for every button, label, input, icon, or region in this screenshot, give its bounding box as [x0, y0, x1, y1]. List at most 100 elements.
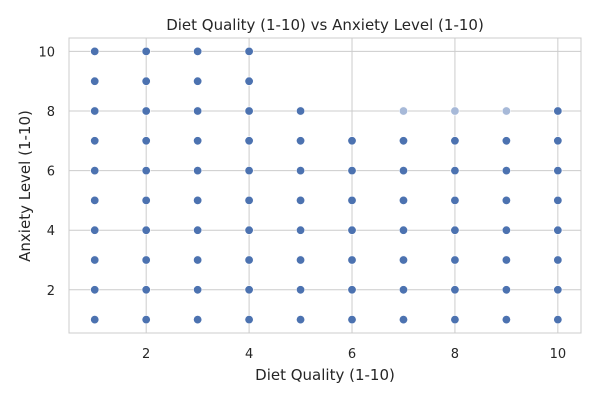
data-point: [451, 196, 459, 204]
data-point: [245, 196, 253, 204]
data-point: [451, 315, 459, 323]
data-point: [142, 107, 150, 115]
data-point: [193, 166, 201, 174]
data-point: [554, 107, 562, 115]
y-tick-label: 8: [47, 105, 55, 120]
data-point: [245, 47, 253, 55]
data-point: [193, 47, 201, 55]
data-point: [554, 286, 562, 294]
data-point: [348, 196, 356, 204]
x-tick-label: 4: [245, 347, 253, 362]
data-point: [296, 226, 304, 234]
data-point: [245, 256, 253, 264]
data-point: [91, 315, 99, 323]
data-point: [502, 137, 510, 145]
data-point: [451, 166, 459, 174]
y-tick-label: 10: [38, 45, 55, 60]
data-point: [142, 196, 150, 204]
x-tick-labels: 2 4 6 8 10: [142, 347, 566, 362]
data-point: [399, 256, 407, 264]
data-point: [245, 226, 253, 234]
data-point: [245, 107, 253, 115]
data-point: [91, 107, 99, 115]
data-point-faint: [502, 107, 510, 115]
data-point: [348, 256, 356, 264]
x-axis-label: Diet Quality (1-10): [255, 366, 395, 384]
data-point: [245, 315, 253, 323]
data-points: [91, 47, 563, 324]
data-point: [91, 256, 99, 264]
y-tick-label: 2: [47, 284, 55, 299]
data-point: [91, 196, 99, 204]
data-point: [399, 226, 407, 234]
data-point: [348, 286, 356, 294]
data-point: [296, 256, 304, 264]
data-point: [502, 166, 510, 174]
data-point: [451, 226, 459, 234]
data-point: [91, 286, 99, 294]
data-point: [193, 137, 201, 145]
data-point: [348, 166, 356, 174]
data-point: [399, 137, 407, 145]
data-point: [348, 226, 356, 234]
y-tick-label: 4: [47, 224, 55, 239]
data-point: [193, 315, 201, 323]
data-point: [142, 286, 150, 294]
data-point: [502, 286, 510, 294]
data-point: [245, 77, 253, 85]
data-point: [399, 166, 407, 174]
x-tick-label: 6: [348, 347, 356, 362]
data-point: [451, 137, 459, 145]
data-point: [142, 315, 150, 323]
data-point: [91, 137, 99, 145]
data-point: [142, 47, 150, 55]
data-point: [193, 256, 201, 264]
data-point: [554, 226, 562, 234]
data-point: [451, 256, 459, 264]
data-point: [91, 166, 99, 174]
data-point: [502, 226, 510, 234]
data-point: [91, 77, 99, 85]
data-point: [502, 256, 510, 264]
data-point: [451, 286, 459, 294]
y-axis-label: Anxiety Level (1-10): [16, 110, 34, 262]
x-tick-label: 10: [550, 347, 567, 362]
data-point: [554, 256, 562, 264]
data-point: [193, 226, 201, 234]
data-point: [296, 166, 304, 174]
data-point: [296, 315, 304, 323]
data-point: [245, 286, 253, 294]
data-point: [193, 286, 201, 294]
data-point: [554, 196, 562, 204]
data-point: [142, 77, 150, 85]
data-point: [193, 77, 201, 85]
data-point: [296, 137, 304, 145]
data-point: [91, 47, 99, 55]
data-point: [502, 315, 510, 323]
data-point-faint: [451, 107, 459, 115]
data-point: [91, 226, 99, 234]
data-point: [399, 286, 407, 294]
data-point: [554, 166, 562, 174]
data-point: [296, 286, 304, 294]
data-point: [245, 166, 253, 174]
data-point: [502, 196, 510, 204]
data-point: [296, 107, 304, 115]
data-point: [142, 137, 150, 145]
data-point: [399, 196, 407, 204]
data-point-faint: [399, 107, 407, 115]
data-point: [554, 315, 562, 323]
data-point: [193, 196, 201, 204]
data-point: [245, 137, 253, 145]
data-point: [142, 166, 150, 174]
x-tick-label: 8: [451, 347, 459, 362]
data-point: [399, 315, 407, 323]
chart-title: Diet Quality (1-10) vs Anxiety Level (1-…: [166, 16, 484, 34]
y-tick-label: 6: [47, 165, 55, 180]
data-point: [296, 196, 304, 204]
data-point: [193, 107, 201, 115]
y-tick-labels: 2 4 6 8 10: [38, 45, 55, 298]
data-point: [554, 137, 562, 145]
